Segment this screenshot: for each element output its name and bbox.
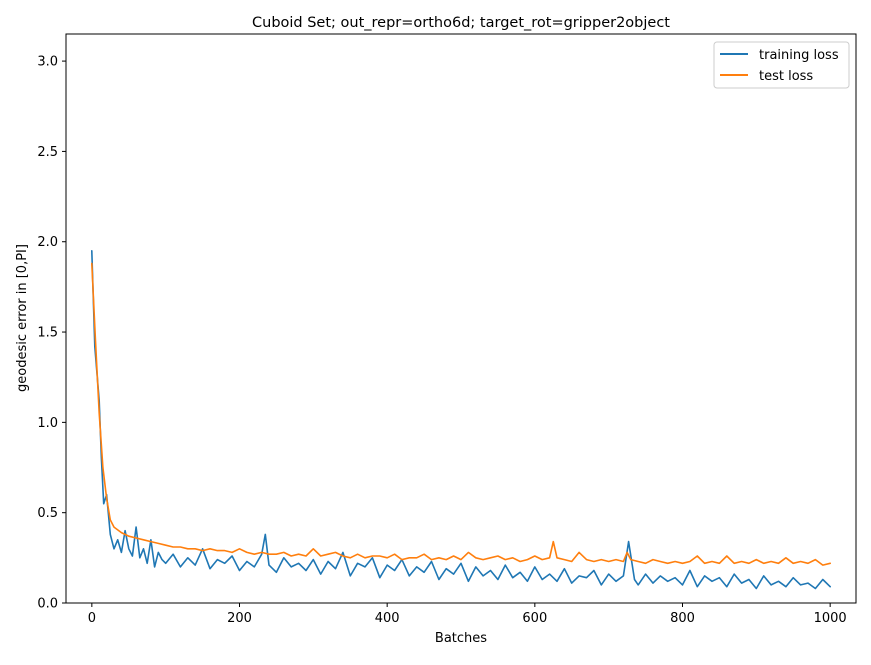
y-tick-label: 1.5 [37,326,58,341]
y-tick-label: 1.0 [37,416,58,431]
series-line-test-loss [91,262,832,566]
plot-frame [65,33,857,604]
y-tick-label: 2.0 [37,235,58,250]
x-tick-label: 0 [88,611,96,626]
y-tick-label: 3.0 [37,55,58,70]
y-tick-label: 0.0 [37,597,58,612]
plot-content [91,250,832,590]
legend: training loss test loss [713,41,850,89]
x-axis-label: Batches [435,631,487,646]
y-axis-label: geodesic error in [0,PI] [15,244,30,392]
x-tick-label: 1000 [814,611,847,626]
series-line-training-loss [91,250,832,590]
legend-label-test-loss: test loss [759,69,813,84]
chart-title: Cuboid Set; out_repr=ortho6d; target_rot… [252,15,670,31]
y-axis: 0.0 0.5 1.0 1.5 2.0 2.5 3.0 [37,55,66,612]
x-axis: 0 200 400 600 800 1000 [88,603,847,626]
legend-label-training-loss: training loss [759,48,839,63]
x-tick-label: 600 [522,611,547,626]
y-tick-label: 0.5 [37,506,58,521]
y-tick-label: 2.5 [37,145,58,160]
x-tick-label: 800 [670,611,695,626]
x-tick-label: 200 [227,611,252,626]
x-tick-label: 400 [375,611,400,626]
